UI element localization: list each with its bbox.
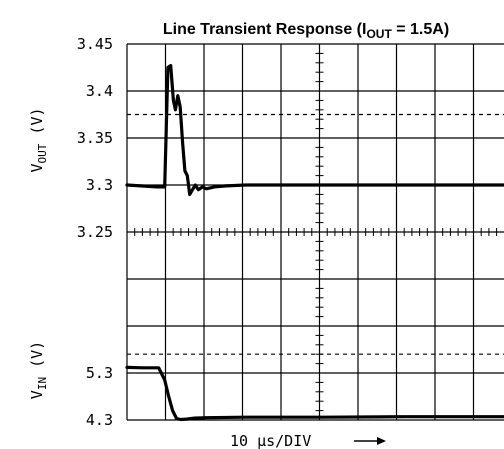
vin-trace — [125, 365, 504, 422]
top-y-axis-label: VOUT (V) — [28, 107, 49, 172]
chart-title: Line Transient Response (IOUT = 1.5A) — [163, 21, 449, 41]
vin-tick-label: 4.3 — [86, 411, 113, 429]
vout-trace — [125, 63, 504, 196]
x-axis-label: 10 μs/DIV — [230, 432, 311, 449]
vout-tick-label: 3.3 — [86, 176, 113, 194]
vout-tick-label: 3.4 — [86, 82, 113, 100]
vin-tick-label: 5.3 — [86, 364, 113, 382]
traces — [125, 63, 504, 422]
vout-tick-label: 3.45 — [77, 35, 113, 53]
plot-grid — [126, 43, 504, 421]
vout-tick-label: 3.25 — [77, 223, 113, 241]
y-tick-labels: 3.45 3.4 3.35 3.3 3.25 5.3 4.3 — [77, 35, 113, 429]
bottom-y-axis-label: VIN (V) — [28, 341, 49, 399]
x-axis-arrow — [354, 437, 386, 445]
vout-tick-label: 3.35 — [77, 129, 113, 147]
